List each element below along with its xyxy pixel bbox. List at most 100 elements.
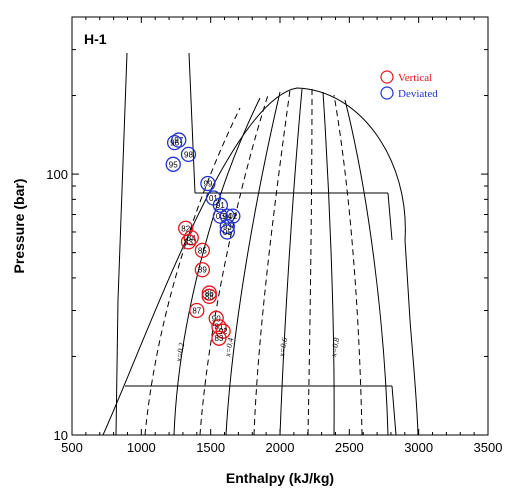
- deviated-well-point: 05: [219, 224, 235, 240]
- panel-label: H-1: [84, 31, 107, 47]
- point-marker: [189, 302, 205, 319]
- quality-line-solid-1: [173, 97, 261, 435]
- isobar-low-drop: [391, 385, 397, 435]
- point-marker: [212, 208, 229, 224]
- quality-line-solid-4: [322, 91, 335, 435]
- point-label: 91: [216, 201, 225, 210]
- deviated-well-point: 93: [219, 218, 235, 235]
- point-label: 99: [203, 180, 212, 189]
- point-label: 83: [184, 238, 193, 247]
- legend-marker-vertical: [380, 70, 394, 84]
- point-label: 98: [184, 150, 193, 159]
- point-label: 02: [228, 212, 237, 221]
- deviated-well-point: 94: [219, 208, 235, 224]
- point-label: 84: [187, 234, 196, 243]
- y-axis-label: Pressure (bar): [11, 179, 27, 274]
- point-marker: [194, 242, 210, 259]
- x-tick-label: 2500: [335, 440, 364, 455]
- point-marker: [183, 230, 199, 246]
- deviated-well-point: 02: [225, 208, 241, 224]
- legend-marker-deviated: [380, 86, 394, 100]
- saturation-dome: [102, 87, 419, 435]
- point-label: 82: [181, 224, 190, 233]
- point-label: 97: [174, 136, 183, 145]
- vertical-well-point: 84: [183, 230, 199, 246]
- legend-label-deviated: Deviated: [398, 88, 438, 100]
- liquid-boundary-right: [188, 52, 196, 194]
- deviated-well-point: 96: [166, 134, 183, 151]
- point-label: 95: [169, 160, 178, 169]
- quality-line-solid-2: [225, 91, 281, 435]
- vertical-well-point: 88: [201, 288, 217, 304]
- legend: Vertical Deviated: [380, 70, 438, 100]
- deviated-well-point: 97: [171, 132, 187, 148]
- vertical-well-point: 83: [180, 234, 197, 250]
- point-marker: [219, 208, 235, 224]
- isobar-high-drop: [387, 192, 393, 241]
- point-label: 05: [223, 228, 232, 237]
- point-label: 88: [205, 292, 214, 301]
- point-label: 92: [219, 327, 228, 336]
- point-label: 90: [212, 314, 221, 323]
- x-tick-label: 1000: [127, 440, 156, 455]
- point-marker: [180, 234, 197, 250]
- vertical-well-point: 85: [194, 242, 210, 259]
- quality-label: x=0.2: [174, 342, 186, 363]
- vertical-well-point: 90: [208, 310, 224, 326]
- point-marker: [211, 330, 227, 346]
- point-label: 94: [223, 212, 232, 221]
- point-label: 96: [170, 139, 179, 148]
- point-marker: [165, 156, 181, 172]
- point-marker: [200, 175, 216, 192]
- point-marker: [194, 262, 210, 278]
- vertical-well-point: 81: [211, 319, 227, 335]
- point-marker: [171, 132, 187, 148]
- deviated-well-point: 98: [180, 146, 197, 163]
- vertical-well-point: 83: [211, 330, 227, 346]
- vertical-well-point: 87: [189, 302, 205, 319]
- quality-line-dashed-3: [253, 89, 291, 435]
- x-tick-label: 3000: [404, 440, 433, 455]
- quality-line-solid-3: [279, 88, 303, 435]
- point-label: 01: [209, 194, 218, 203]
- y-tick-label: 100: [46, 167, 68, 182]
- deviated-well-point: 91: [212, 197, 229, 213]
- legend-label-vertical: Vertical: [398, 72, 432, 84]
- quality-label: x=0.4: [223, 337, 235, 358]
- quality-label: x=0.8: [329, 337, 341, 358]
- point-label: 85: [198, 246, 207, 255]
- point-marker: [201, 288, 217, 304]
- quality-line-dashed-2: [199, 94, 269, 435]
- quality-line-solid-5: [344, 99, 389, 435]
- quality-line-dashed-1: [144, 107, 241, 435]
- quality-line-dashed-5: [333, 94, 363, 435]
- x-tick-label: 500: [61, 440, 83, 455]
- point-label: 86: [205, 289, 214, 298]
- point-label: 81: [215, 323, 224, 332]
- deviated-well-point: 95: [165, 156, 181, 172]
- x-tick-label: 3500: [474, 440, 503, 455]
- point-label: 93: [223, 222, 232, 231]
- point-marker: [166, 134, 183, 151]
- y-tick-label: 10: [54, 428, 68, 443]
- deviated-well-point: 99: [200, 175, 216, 192]
- vertical-well-point: 86: [201, 285, 217, 301]
- quality-line-dashed-4: [307, 88, 313, 435]
- point-marker: [219, 218, 235, 235]
- point-marker: [211, 319, 227, 335]
- x-axis-label: Enthalpy (kJ/kg): [226, 470, 334, 486]
- point-marker: [219, 224, 235, 240]
- liquid-boundary-left: [115, 52, 128, 435]
- point-label: 83: [215, 334, 224, 343]
- point-marker: [212, 197, 229, 213]
- point-marker: [201, 285, 217, 301]
- point-marker: [208, 310, 224, 326]
- point-label: 87: [192, 307, 201, 316]
- x-tick-label: 1500: [196, 440, 225, 455]
- x-tick-label: 2000: [266, 440, 295, 455]
- quality-label: x=0.6: [277, 337, 289, 358]
- point-label: 89: [198, 266, 207, 275]
- vertical-well-point: 89: [194, 262, 210, 278]
- point-marker: [180, 146, 197, 163]
